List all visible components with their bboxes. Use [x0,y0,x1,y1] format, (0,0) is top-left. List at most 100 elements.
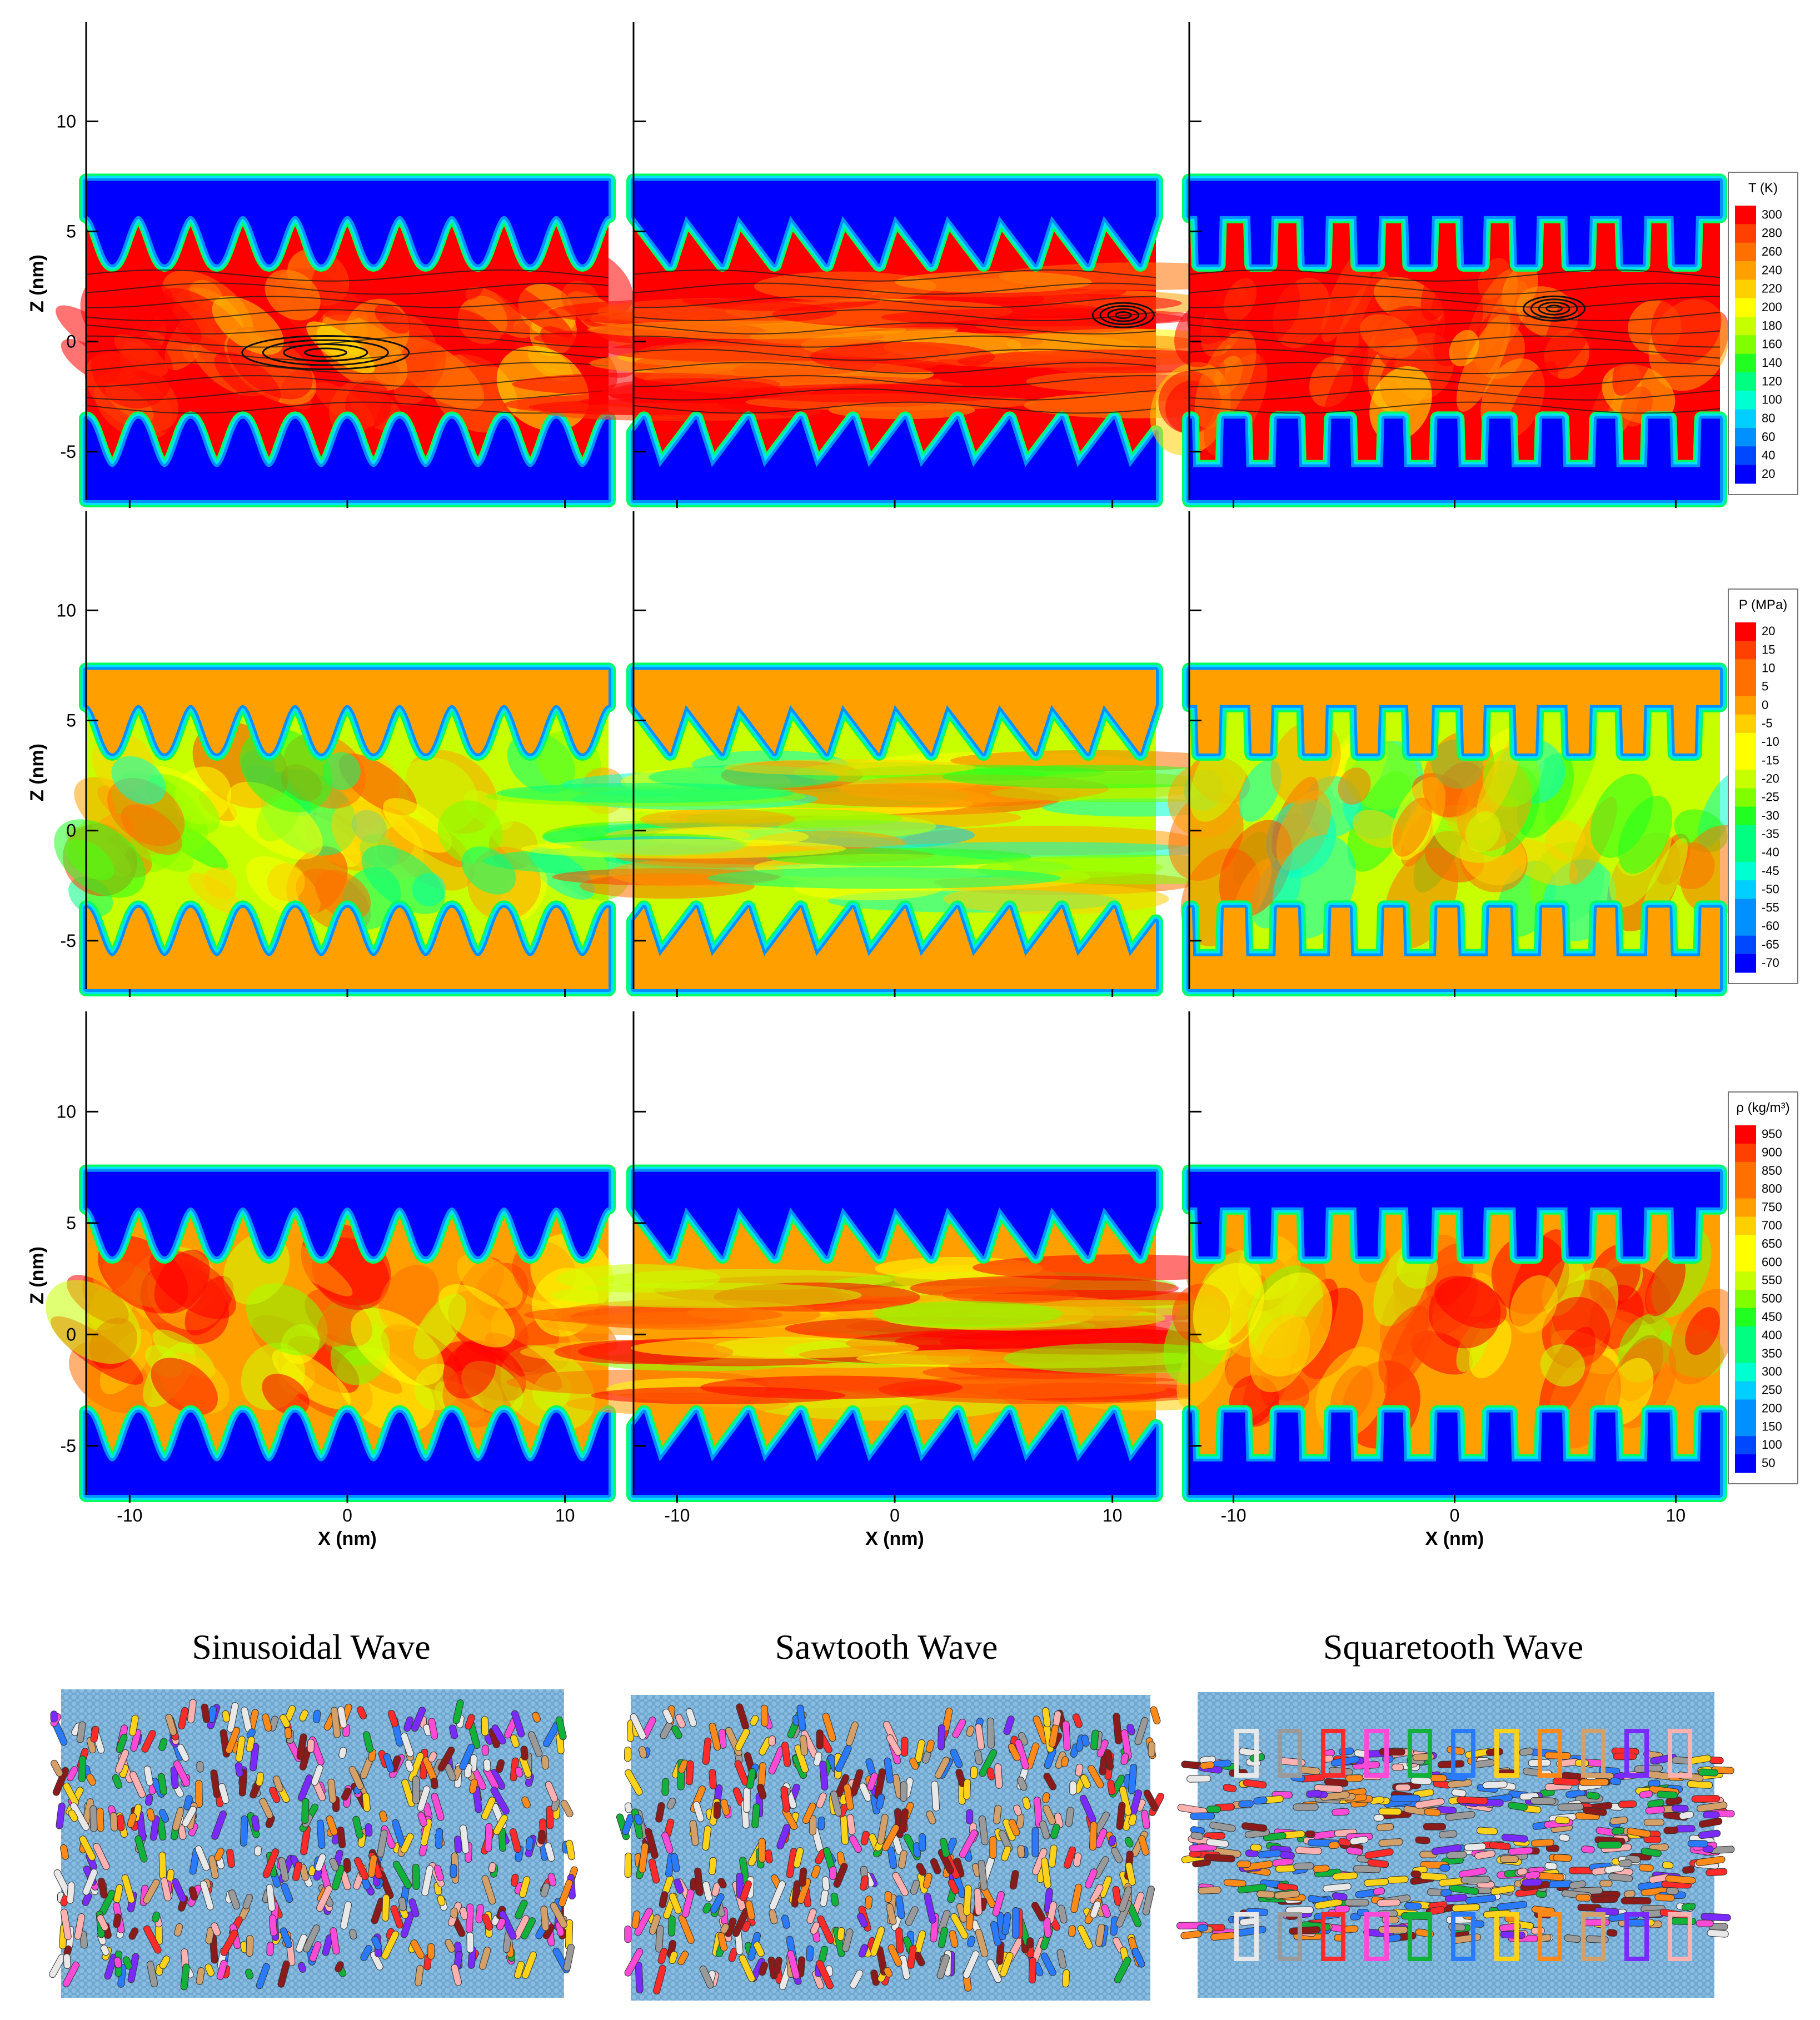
molecule [1114,1957,1131,1983]
molecule [316,1819,326,1849]
groove-molecule [1538,1912,1562,1961]
colorbar-swatch [1735,1418,1756,1437]
molecule [251,1815,260,1832]
streamlines [86,269,609,414]
molecule [648,1858,660,1884]
molecule [1553,1854,1572,1862]
groove-molecule [1538,1729,1562,1778]
molecule [925,1739,935,1753]
contour-patch [895,271,1092,293]
molecule [158,1809,169,1823]
molecule [884,1891,892,1903]
molecule [1482,1780,1508,1789]
molecule [1410,1777,1432,1785]
panel-density-0: -5 0 5 10 Z (nm) -10 0 10 X (nm) [27,1011,617,1549]
molecule [1575,1894,1591,1902]
colorbar-tick-label: -65 [1762,937,1779,951]
molecule [337,1826,346,1849]
streamline [1189,309,1721,322]
molecule [195,1780,203,1808]
colorbar-swatch [1735,880,1756,899]
molecule [337,1706,347,1728]
molecule [1050,1824,1060,1839]
colorbar-tick-label: -55 [1762,901,1779,915]
x-tick-label: 10 [1103,1505,1123,1525]
molecule [1404,1902,1422,1910]
colorbar-swatch [1735,1125,1756,1144]
molecule [1142,1886,1155,1916]
molecule [326,1815,338,1836]
molecule [196,1967,205,1985]
vortex-contour [1530,298,1578,319]
streamline [1189,375,1721,387]
molecule [201,1703,211,1723]
molecule [717,1878,727,1889]
molecule [1306,1789,1322,1798]
molecule [1665,1874,1696,1884]
molecule [331,1865,345,1891]
molecule [1671,1804,1689,1813]
contour-patch [943,1286,1079,1304]
molecule [794,1744,809,1773]
y-tick-label: -5 [61,1436,76,1456]
molecule [1177,1804,1208,1815]
molecule [802,1802,816,1824]
molecule [892,1872,909,1897]
molecule [178,1707,189,1730]
snapshot-2 [1176,1692,1735,1998]
molecule [481,1797,496,1820]
molecule [1608,1873,1633,1882]
molecule [740,1880,752,1902]
molecule [357,1706,367,1720]
molecule [76,1721,86,1743]
molecule [121,1874,135,1903]
molecule [483,1759,491,1772]
molecule [817,1816,825,1831]
molecule [246,1935,254,1957]
molecule [948,1879,959,1894]
molecule [210,1769,221,1798]
molecule [450,1907,458,1919]
colorbar-tick-label: 0 [1762,698,1768,712]
molecule [758,1838,766,1863]
molecule [1118,1886,1133,1912]
molecule [182,1805,197,1827]
colorbar-swatch [1735,298,1756,317]
contour-patch [1193,1263,1264,1350]
molecule [639,1843,649,1873]
colorbar-tick-label: 5 [1762,680,1768,694]
molecule [1581,1846,1595,1854]
molecule [882,1824,900,1852]
molecule [297,1962,307,1973]
molecule [292,1862,302,1882]
molecule [1663,1826,1679,1834]
molecule [978,1815,989,1846]
molecule [625,1802,632,1813]
molecule [1697,1801,1728,1812]
streamline [86,322,609,335]
molecule [301,1798,310,1824]
molecule [1451,1788,1467,1797]
molecule [1643,1836,1662,1844]
colorbar-tick-label: 180 [1762,318,1782,332]
molecule [157,1817,167,1841]
molecule [1190,1832,1204,1841]
molecule [412,1863,420,1890]
molecule [1003,1715,1015,1735]
streamline [633,362,1156,375]
vortex-contour [1523,295,1586,322]
colorbar-tick-label: 250 [1762,1383,1782,1397]
molecule [1305,1830,1316,1838]
molecule [560,1799,574,1818]
molecule [259,1798,273,1819]
molecule [661,1832,674,1854]
molecule [1058,1904,1068,1924]
molecule [768,1735,776,1747]
molecule [1701,1913,1731,1922]
molecule [521,1796,531,1809]
molecule [478,1947,491,1970]
molecule [546,1805,554,1829]
molecule [491,1724,506,1745]
molecule [816,1792,827,1808]
contour-patch [1476,742,1520,823]
